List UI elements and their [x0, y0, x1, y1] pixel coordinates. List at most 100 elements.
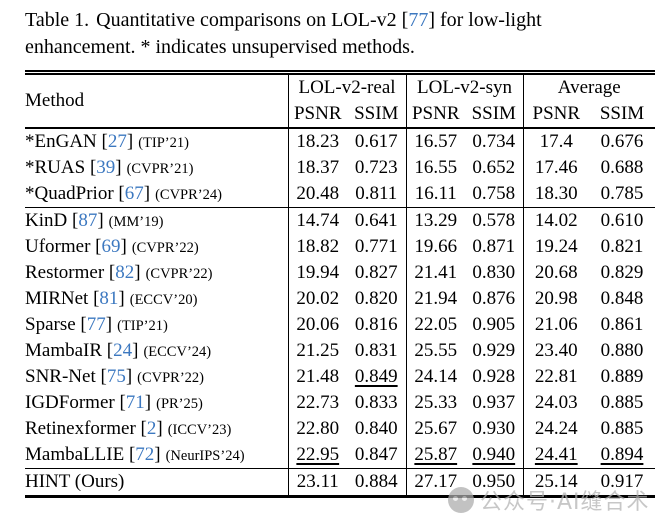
venue-label: (CVPR’22) — [137, 370, 205, 386]
psnr-value: 18.37 — [296, 157, 340, 178]
method-name: IGDFormer — [25, 392, 115, 413]
ssim-value: 0.848 — [600, 288, 644, 309]
ssim-value: 0.723 — [347, 155, 407, 181]
psnr-value: 19.66 — [414, 236, 458, 257]
venue-label: (TIP’21) — [117, 318, 168, 334]
ssim-value: 0.833 — [347, 390, 407, 416]
citation-link[interactable]: 39 — [96, 157, 116, 178]
psnr-value: 24.14 — [414, 366, 458, 387]
ssim-value: 0.688 — [600, 157, 644, 178]
psnr-value: 21.06 — [534, 314, 578, 335]
ssim-value: 0.885 — [600, 392, 644, 413]
citation-link[interactable]: 2 — [146, 418, 157, 439]
caption-text-1: Quantitative comparisons on LOL-v2 — [96, 9, 402, 31]
table-number-label: Table 1. — [25, 9, 90, 31]
citation-link-77[interactable]: 77 — [408, 9, 429, 31]
method-name: MambaLLIE — [25, 444, 125, 465]
table-row: Sparse [77] (TIP’21) 20.06 0.816 22.05 0.… — [25, 312, 655, 338]
ssim-value-best: 0.950 — [465, 468, 524, 498]
venue-label: (MM’19) — [108, 214, 164, 230]
ssim-value: 0.847 — [347, 442, 407, 469]
ssim-value: 0.889 — [600, 366, 644, 387]
ssim-value: 0.734 — [465, 128, 524, 155]
table-row: MambaIR [24] (ECCV’24) 21.25 0.831 25.55 … — [25, 338, 655, 364]
citation-link[interactable]: 75 — [106, 366, 126, 387]
psnr-value: 25.67 — [414, 418, 458, 439]
psnr-value-second-best: 24.41 — [523, 442, 590, 469]
psnr-value: 21.25 — [296, 340, 340, 361]
psnr-value: 18.23 — [296, 131, 340, 152]
psnr-value: 19.24 — [534, 236, 578, 257]
citation-link[interactable]: 87 — [78, 210, 98, 231]
citation-link[interactable]: 71 — [125, 392, 145, 413]
psnr-value: 16.55 — [414, 157, 458, 178]
ssim-value: 0.785 — [589, 181, 656, 208]
table-row: Restormer [82] (CVPR’22) 19.94 0.827 21.4… — [25, 260, 655, 286]
citation-link[interactable]: 69 — [101, 236, 121, 257]
citation-link[interactable]: 81 — [99, 288, 119, 309]
method-name: MIRNet — [25, 288, 89, 309]
venue-label: (ICCV’23) — [167, 422, 232, 438]
psnr-value: 20.02 — [296, 288, 340, 309]
method-name: Retinexformer — [25, 418, 136, 439]
venue-label: (NeurIPS’24) — [165, 448, 245, 464]
psnr-value: 17.46 — [534, 157, 578, 178]
citation-link[interactable]: 77 — [86, 314, 106, 335]
venue-label: (PR’25) — [156, 396, 203, 412]
ssim-value: 0.578 — [465, 207, 524, 234]
ssim-value-best: 0.917 — [589, 468, 656, 498]
ssim-value: 0.617 — [347, 128, 407, 155]
column-header-ssim: SSIM — [347, 101, 407, 129]
psnr-value: 16.11 — [406, 181, 465, 208]
venue-label: (CVPR’22) — [131, 240, 199, 256]
psnr-value: 21.41 — [414, 262, 458, 283]
ssim-value: 0.758 — [465, 181, 524, 208]
column-header-ssim: SSIM — [589, 101, 656, 129]
citation-link[interactable]: 67 — [124, 183, 144, 204]
table-row: Retinexformer [2] (ICCV’23) 22.80 0.840 2… — [25, 416, 655, 442]
table-row: KinD [87] (MM’19) 14.74 0.641 13.29 0.578… — [25, 207, 655, 234]
method-name: Uformer — [25, 236, 91, 257]
psnr-value: 22.05 — [414, 314, 458, 335]
table-row: *QuadPrior [67] (CVPR’24) 20.48 0.811 16.… — [25, 181, 656, 208]
psnr-value-best: 25.14 — [523, 468, 590, 498]
ssim-value: 0.827 — [347, 260, 407, 286]
method-name: SNR-Net — [25, 366, 96, 387]
caption-bracket: [ — [401, 9, 409, 31]
psnr-value: 18.30 — [523, 181, 590, 208]
venue-label: (ECCV’20) — [129, 292, 198, 308]
method-name: Restormer — [25, 262, 105, 283]
ssim-value: 0.610 — [600, 210, 644, 231]
psnr-value: 19.94 — [296, 262, 340, 283]
method-name: MambaIR — [25, 340, 103, 361]
citation-link[interactable]: 72 — [135, 444, 155, 465]
citation-link[interactable]: 82 — [115, 262, 135, 283]
psnr-value: 21.48 — [296, 366, 340, 387]
ssim-value: 0.885 — [600, 418, 644, 439]
ssim-value-second-best: 0.849 — [347, 364, 407, 390]
table-row: MambaLLIE [72] (NeurIPS’24) 22.95 0.847 2… — [25, 442, 656, 469]
ssim-value: 0.811 — [347, 181, 407, 208]
ssim-value: 0.861 — [600, 314, 644, 335]
ssim-value: 0.821 — [600, 236, 644, 257]
column-header-method: Method — [25, 70, 289, 129]
column-group-average: Average — [523, 70, 656, 101]
method-name: Sparse — [25, 314, 76, 335]
column-header-psnr: PSNR — [523, 101, 590, 129]
psnr-value: 22.81 — [534, 366, 578, 387]
psnr-value: 22.73 — [296, 392, 340, 413]
ssim-value: 0.928 — [465, 364, 524, 390]
citation-link[interactable]: 24 — [113, 340, 133, 361]
psnr-value: 20.48 — [288, 181, 347, 208]
column-group-lolv2-syn: LOL-v2-syn — [406, 70, 524, 101]
caption-text-2: for low-light — [434, 9, 542, 31]
method-name: HINT (Ours) — [25, 471, 125, 492]
method-name: *RUAS — [25, 157, 86, 178]
table-row: *RUAS [39] (CVPR’21) 18.37 0.723 16.55 0.… — [25, 155, 655, 181]
psnr-value: 24.24 — [534, 418, 578, 439]
ssim-value: 0.641 — [347, 207, 407, 234]
psnr-value: 20.98 — [534, 288, 578, 309]
psnr-value: 13.29 — [414, 210, 458, 231]
method-name: *EnGAN — [25, 131, 97, 152]
citation-link[interactable]: 27 — [107, 131, 127, 152]
